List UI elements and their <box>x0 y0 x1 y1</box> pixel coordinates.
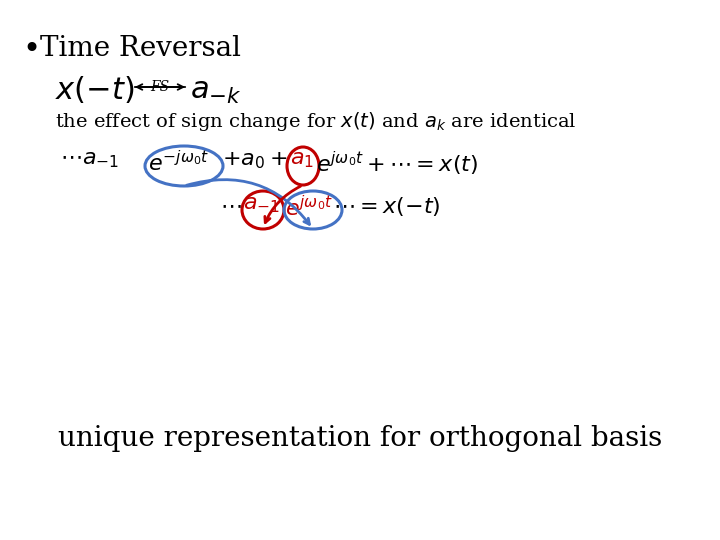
Text: $a_1$: $a_1$ <box>290 150 314 170</box>
Text: FS: FS <box>150 80 170 94</box>
Text: $\cdots = x(-t)$: $\cdots = x(-t)$ <box>333 195 441 218</box>
Text: $e^{j\omega_0 t} + \cdots = x(t)$: $e^{j\omega_0 t} + \cdots = x(t)$ <box>316 150 478 178</box>
Text: unique representation for orthogonal basis: unique representation for orthogonal bas… <box>58 425 662 452</box>
Text: Time Reversal: Time Reversal <box>40 35 241 62</box>
Text: $x(-t)$: $x(-t)$ <box>55 75 135 106</box>
Text: the effect of sign change for $x(t)$ and $a_k$ are identical: the effect of sign change for $x(t)$ and… <box>55 110 577 133</box>
Text: $e^{-j\omega_0 t}$: $e^{-j\omega_0 t}$ <box>148 150 209 175</box>
Text: $a_{-1}$: $a_{-1}$ <box>243 195 280 215</box>
Text: •: • <box>22 35 40 66</box>
Text: $+ a_0 +$: $+ a_0 +$ <box>222 150 287 171</box>
Text: $\cdots a_{-1}$: $\cdots a_{-1}$ <box>60 150 120 170</box>
Text: $e^{j\omega_0 t}$: $e^{j\omega_0 t}$ <box>285 195 333 220</box>
Text: $a_{-k}$: $a_{-k}$ <box>190 75 242 106</box>
Text: $\cdots$: $\cdots$ <box>220 195 242 215</box>
